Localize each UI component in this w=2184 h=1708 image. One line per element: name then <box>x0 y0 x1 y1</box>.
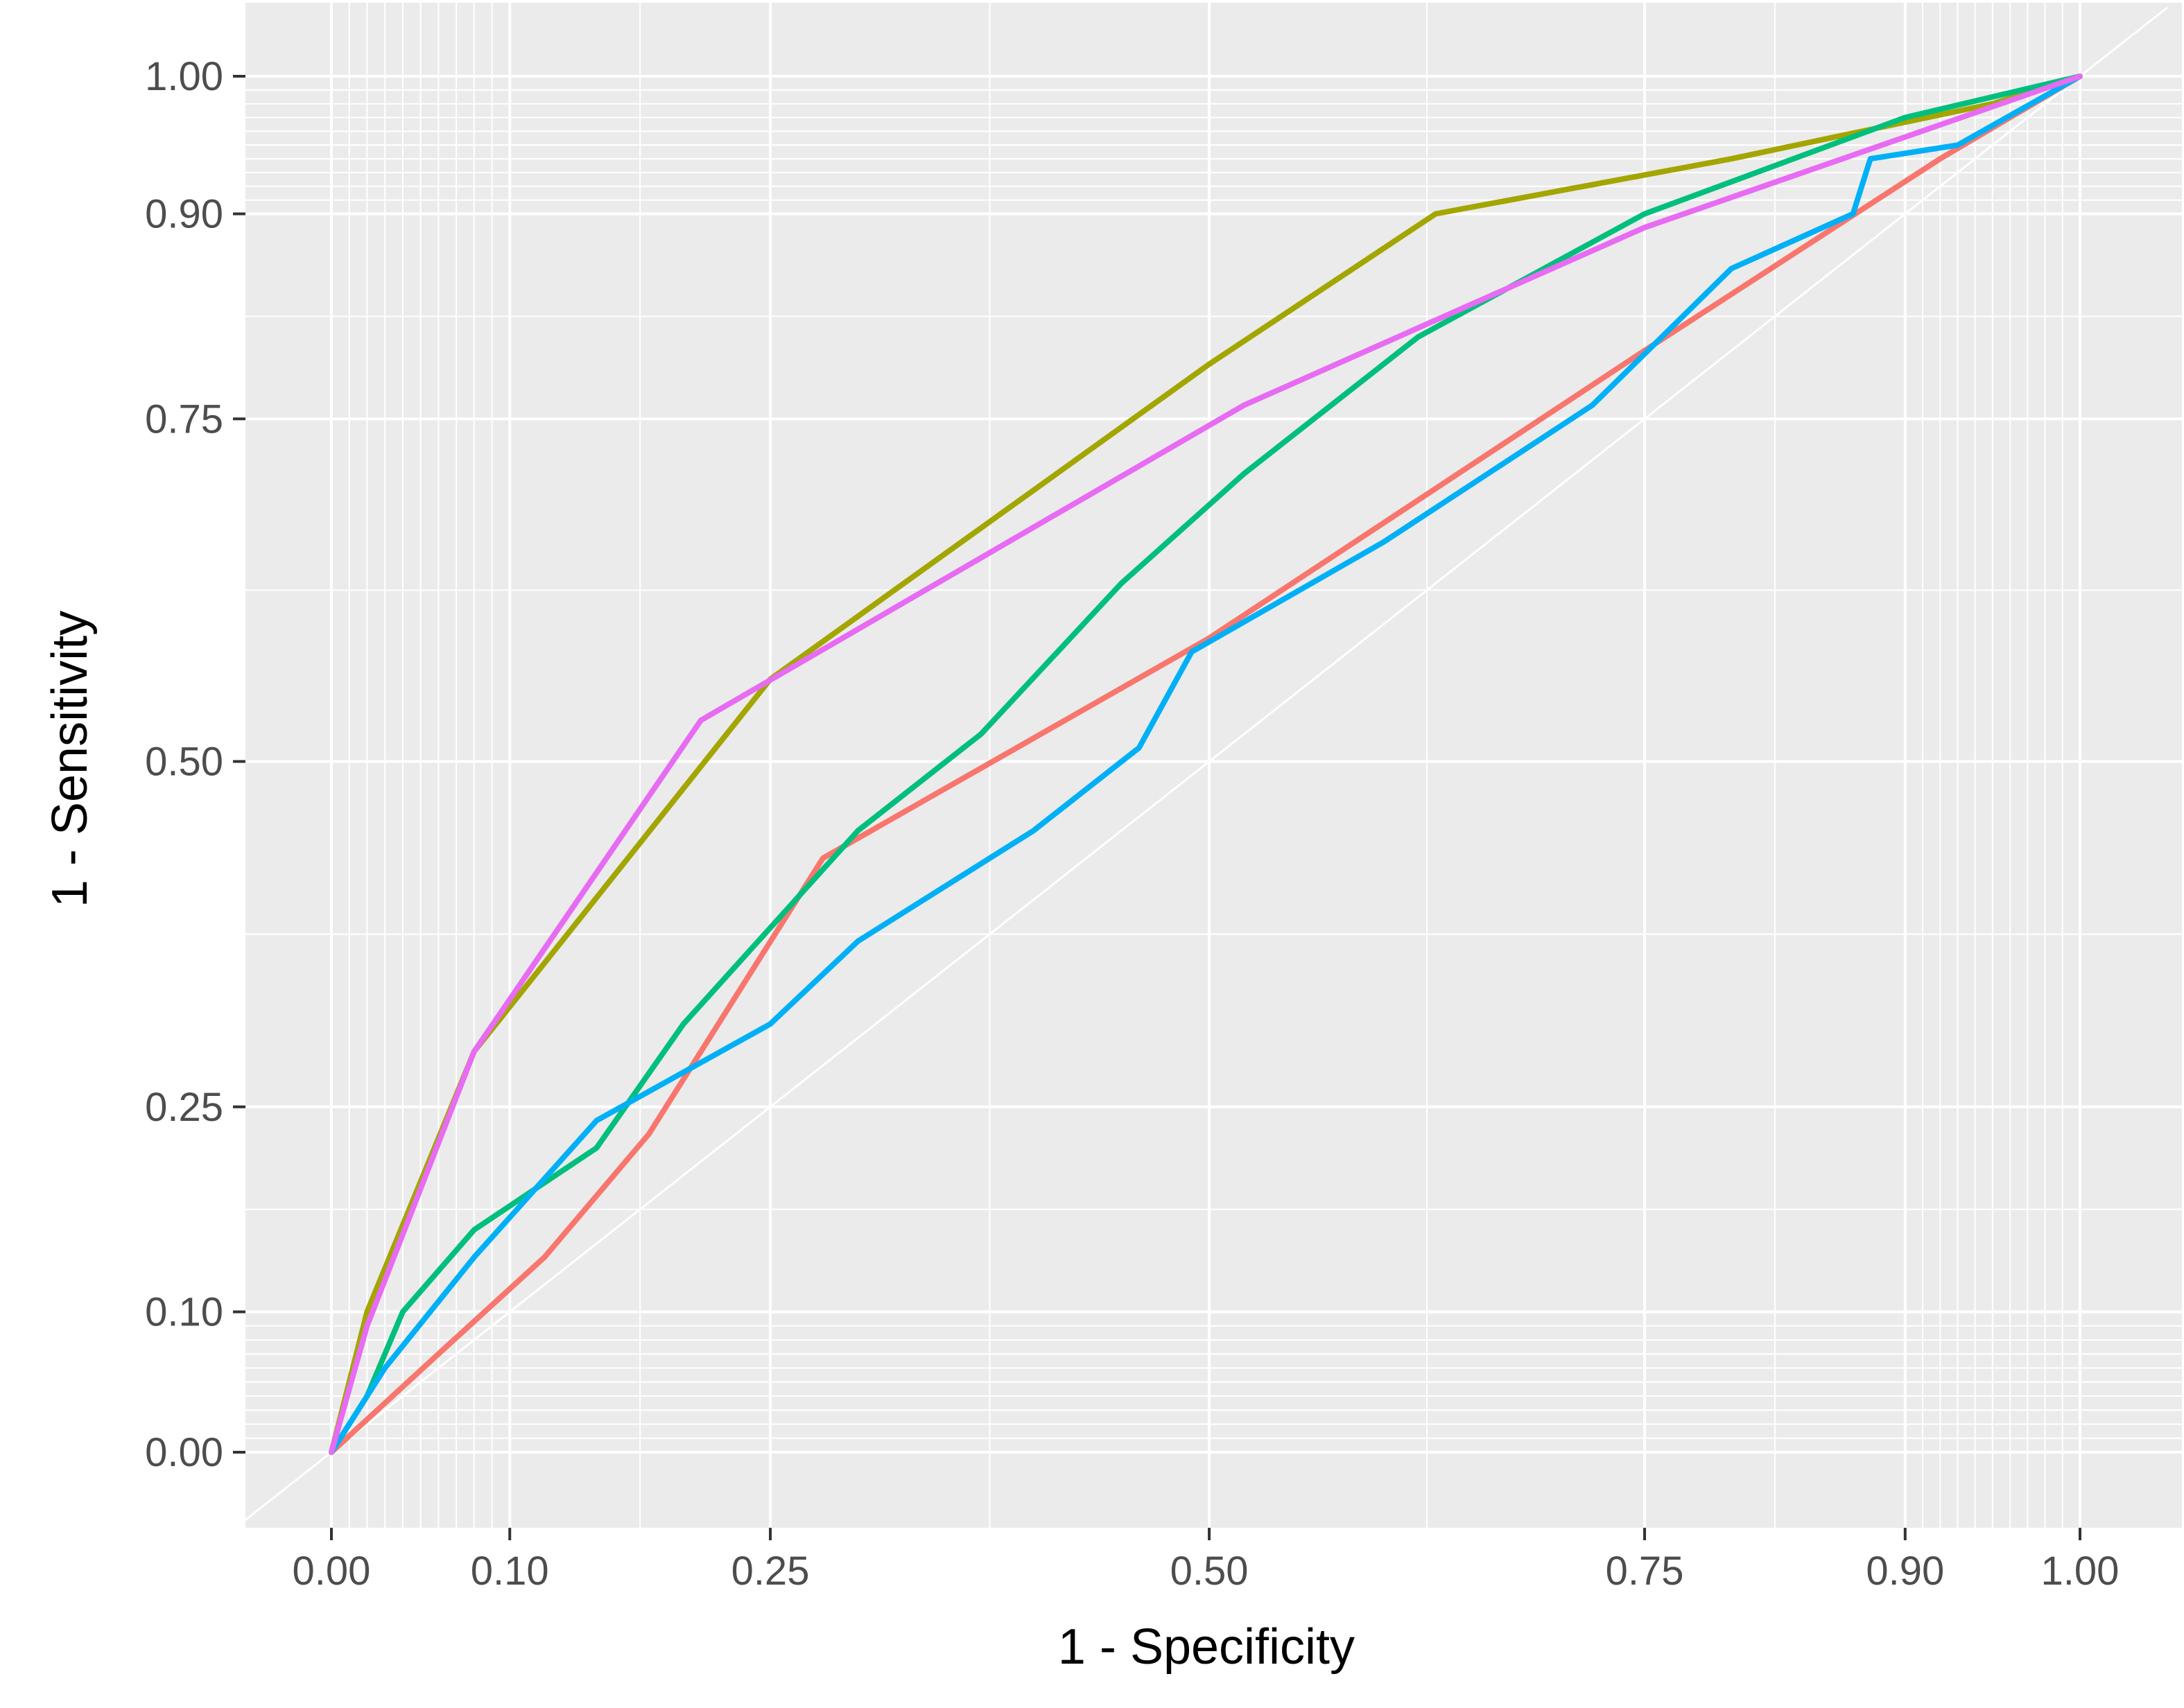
y-tick-label: 0.25 <box>145 1085 223 1130</box>
grid-lines <box>245 3 2182 1528</box>
y-tick-label: 0.10 <box>145 1290 223 1335</box>
x-tick-label: 0.50 <box>1170 1549 1249 1594</box>
diagonal-reference-line <box>243 6 2169 1522</box>
y-tick-label: 1.00 <box>145 54 223 99</box>
x-tick-label: 0.25 <box>731 1549 810 1594</box>
roc-series-line-5 <box>329 73 2083 1455</box>
reference-diagonal <box>243 6 2169 1522</box>
x-tick-label: 1.00 <box>2041 1549 2120 1594</box>
roc-curves <box>329 73 2083 1455</box>
x-tick-label: 0.75 <box>1606 1549 1684 1594</box>
x-axis-title: 1 - Specificity <box>1058 1619 1355 1675</box>
roc-series-line-1 <box>329 73 2083 1455</box>
x-axis-ticks: 0.00 0.10 0.25 0.50 0.75 0.90 1.00 <box>293 1528 2120 1594</box>
x-tick-label: 0.10 <box>471 1549 549 1594</box>
y-axis-ticks: 0.00 0.10 0.25 0.50 0.75 0.90 1.00 <box>145 54 245 1475</box>
y-tick-label: 0.90 <box>145 192 223 237</box>
roc-series-line-3 <box>329 73 2083 1455</box>
y-tick-label: 0.50 <box>145 740 223 785</box>
plot-panel <box>245 3 2182 1528</box>
roc-series-line-4 <box>329 73 2083 1455</box>
x-tick-label: 0.00 <box>293 1549 371 1594</box>
x-tick-label: 0.90 <box>1866 1549 1944 1594</box>
roc-series-line-2 <box>329 73 2083 1455</box>
y-tick-label: 0.00 <box>145 1430 223 1475</box>
y-axis-title: 1 - Sensitivity <box>42 611 98 907</box>
y-tick-label: 0.75 <box>145 397 223 442</box>
